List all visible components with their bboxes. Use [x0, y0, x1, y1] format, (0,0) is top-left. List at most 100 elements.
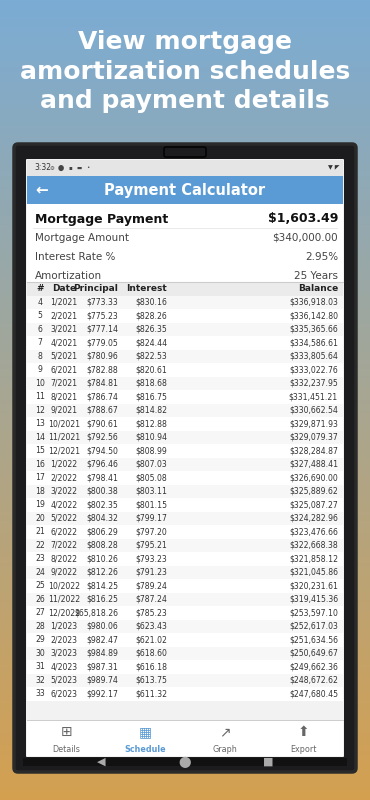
Bar [27, 444, 343, 458]
Text: 24: 24 [35, 568, 45, 577]
Text: 22: 22 [35, 541, 45, 550]
Bar [27, 593, 343, 606]
Text: $325,087.27: $325,087.27 [289, 500, 338, 510]
Text: $987.31: $987.31 [86, 662, 118, 671]
Bar [27, 363, 343, 377]
Text: Interest Rate %: Interest Rate % [35, 252, 115, 262]
Bar [27, 204, 343, 282]
Bar [27, 309, 343, 322]
Text: ⬤: ⬤ [179, 756, 191, 768]
Text: $334,586.61: $334,586.61 [289, 338, 338, 347]
Text: $623.43: $623.43 [135, 622, 167, 630]
Text: 3/2021: 3/2021 [50, 325, 78, 334]
Text: Amortization: Amortization [35, 271, 102, 281]
Text: $328,284.87: $328,284.87 [289, 446, 338, 455]
Bar [27, 417, 343, 430]
Bar [27, 471, 343, 485]
Text: ↗: ↗ [219, 725, 230, 739]
FancyBboxPatch shape [14, 144, 356, 772]
Text: ■: ■ [263, 757, 274, 767]
Text: Graph: Graph [212, 745, 237, 754]
Text: $992.17: $992.17 [86, 690, 118, 698]
Text: 8/2021: 8/2021 [50, 392, 78, 402]
Bar [27, 525, 343, 538]
Text: 12/2021: 12/2021 [48, 446, 80, 455]
Text: $793.23: $793.23 [135, 554, 167, 563]
Text: 4/2022: 4/2022 [50, 500, 78, 510]
Text: $1,603.49: $1,603.49 [268, 213, 338, 226]
Text: Date: Date [52, 284, 76, 294]
Text: 2/2023: 2/2023 [50, 635, 77, 644]
Text: •: • [86, 166, 90, 170]
Text: $814.25: $814.25 [86, 582, 118, 590]
Bar [27, 606, 343, 619]
Bar [23, 758, 347, 766]
Text: $797.20: $797.20 [135, 527, 167, 536]
Text: $824.44: $824.44 [135, 338, 167, 347]
Text: $331,451.21: $331,451.21 [289, 392, 338, 402]
Text: $252,617.03: $252,617.03 [289, 622, 338, 630]
Text: View mortgage
amortization schedules
and payment details: View mortgage amortization schedules and… [20, 30, 350, 114]
Text: $801.15: $801.15 [135, 500, 167, 510]
Bar [27, 566, 343, 579]
Text: $812.26: $812.26 [86, 568, 118, 577]
Text: $808.99: $808.99 [135, 446, 167, 455]
Text: 28: 28 [35, 622, 45, 630]
Bar [27, 390, 343, 403]
Text: $324,282.96: $324,282.96 [289, 514, 338, 522]
Text: Details: Details [53, 745, 80, 754]
Bar [27, 485, 343, 498]
Text: $251,634.56: $251,634.56 [289, 635, 338, 644]
Text: 20: 20 [35, 514, 45, 522]
Text: 11: 11 [35, 392, 45, 402]
FancyBboxPatch shape [164, 147, 206, 157]
Text: $340,000.00: $340,000.00 [272, 233, 338, 243]
Text: $248,672.62: $248,672.62 [289, 676, 338, 685]
Bar [27, 511, 343, 525]
Text: 3/2023: 3/2023 [50, 649, 77, 658]
Text: $322,668.38: $322,668.38 [289, 541, 338, 550]
Text: 31: 31 [35, 662, 45, 671]
Text: $616.18: $616.18 [135, 662, 167, 671]
Bar [27, 498, 343, 511]
Text: 9/2022: 9/2022 [50, 568, 77, 577]
Text: 9/2021: 9/2021 [50, 406, 78, 414]
Text: $812.88: $812.88 [135, 419, 167, 428]
Bar [27, 579, 343, 593]
Text: 30: 30 [35, 649, 45, 658]
Text: $333,805.64: $333,805.64 [289, 352, 338, 361]
Text: 17: 17 [35, 474, 45, 482]
Text: $250,649.67: $250,649.67 [289, 649, 338, 658]
Text: ◀: ◀ [97, 757, 106, 767]
Text: 10/2022: 10/2022 [48, 582, 80, 590]
Text: 1/2022: 1/2022 [50, 460, 78, 469]
Text: Schedule: Schedule [125, 745, 166, 754]
Text: 3/2022: 3/2022 [50, 486, 77, 496]
Text: $807.03: $807.03 [135, 460, 167, 469]
Bar [27, 660, 343, 674]
Text: Balance: Balance [298, 284, 338, 294]
Text: $325,889.62: $325,889.62 [289, 486, 338, 496]
Text: $804.32: $804.32 [86, 514, 118, 522]
Bar [27, 720, 343, 756]
Text: 15: 15 [35, 446, 45, 455]
Text: $332,237.95: $332,237.95 [289, 378, 338, 388]
Text: 25: 25 [35, 582, 45, 590]
Text: 5: 5 [38, 311, 43, 320]
Text: 27: 27 [35, 608, 45, 618]
Text: $830.16: $830.16 [135, 298, 167, 306]
Text: $788.67: $788.67 [86, 406, 118, 414]
Text: $613.75: $613.75 [135, 676, 167, 685]
Bar [27, 687, 343, 701]
Text: 29: 29 [35, 635, 45, 644]
Text: ▼ ◤: ▼ ◤ [327, 166, 339, 170]
Text: $784.81: $784.81 [86, 378, 118, 388]
Text: $782.88: $782.88 [86, 366, 118, 374]
Text: $982.47: $982.47 [86, 635, 118, 644]
Text: $321,858.12: $321,858.12 [289, 554, 338, 563]
Text: $247,680.45: $247,680.45 [289, 690, 338, 698]
Text: 5/2022: 5/2022 [50, 514, 77, 522]
Text: 8: 8 [38, 352, 43, 361]
Text: 14: 14 [35, 433, 45, 442]
Text: $321,045.86: $321,045.86 [289, 568, 338, 577]
